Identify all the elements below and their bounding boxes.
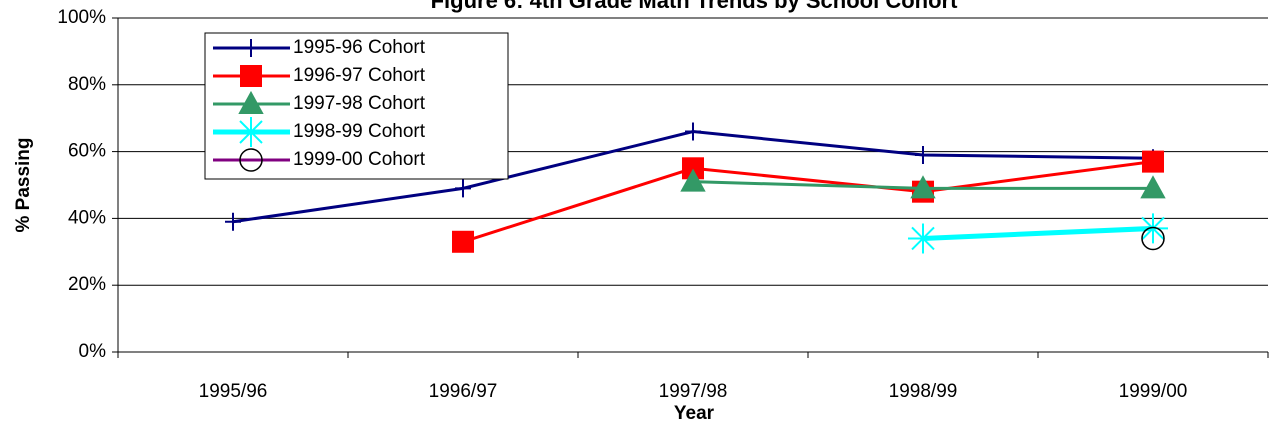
x-axis-label: Year [674,403,715,424]
marker [680,168,706,192]
marker [1142,150,1164,173]
y-tick-label: 60% [68,141,106,162]
y-tick-label: 100% [57,7,106,28]
marker [239,148,263,172]
marker [455,179,471,198]
y-tick-label: 20% [68,274,106,295]
x-tick-label: 1996/97 [429,381,498,402]
marker [236,117,266,147]
marker [910,175,936,199]
x-tick-label: 1998/99 [889,381,958,402]
legend: 1995-96 Cohort 1996-97 Cohort 1997-98 Coho… [204,32,509,180]
marker [238,90,264,114]
marker [685,122,701,141]
legend-label: 1995-96 Cohort [293,37,426,58]
marker [915,145,931,164]
y-tick-label: 80% [68,74,106,95]
legend-label: 1999-00 Cohort [293,149,426,170]
x-tick-label: 1997/98 [659,381,728,402]
marker [452,230,474,253]
marker [243,39,259,57]
legend-label: 1997-98 Cohort [293,93,426,114]
marker [1140,175,1166,199]
x-tick-label: 1995/96 [199,381,268,402]
marker [225,212,241,231]
y-tick-label: 40% [68,207,106,228]
marker [1141,226,1165,251]
legend-label: 1998-99 Cohort [293,121,426,142]
legend-label: 1996-97 Cohort [293,65,426,86]
marker [908,223,938,254]
chart-title: Figure 6: 4th Grade Math Trends by Schoo… [431,0,959,13]
series-line [462,160,1154,244]
marker [240,65,262,87]
y-axis-label: % Passing [13,137,34,232]
x-tick-label: 1999/00 [1119,381,1188,402]
marker [1138,213,1168,244]
y-tick-label: 0% [79,341,107,362]
series-line [922,225,1154,241]
